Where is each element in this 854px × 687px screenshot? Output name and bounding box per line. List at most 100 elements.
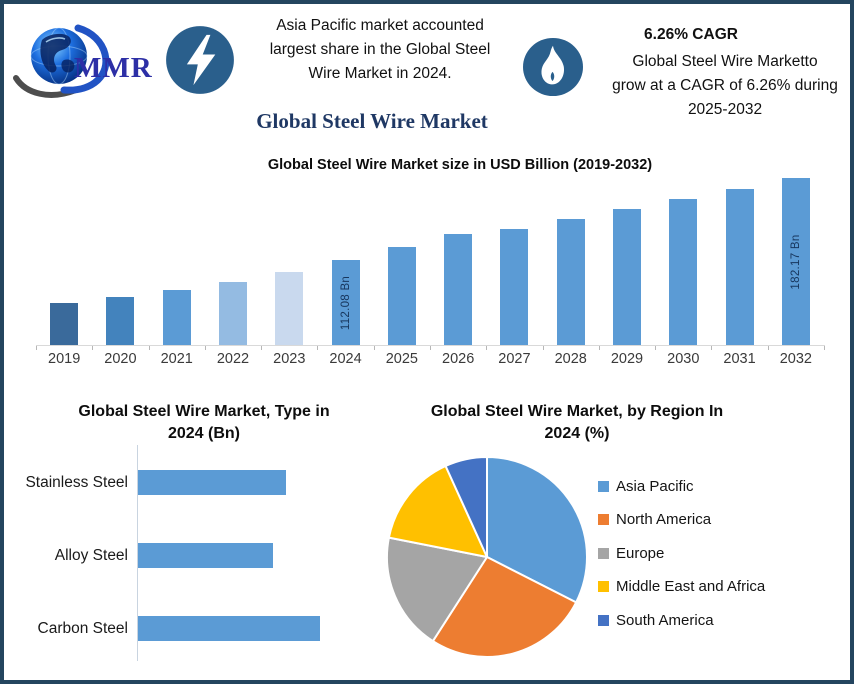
x-tick-label-2022: 2022: [216, 351, 250, 367]
x-tick-label-2025: 2025: [385, 351, 418, 367]
legend-swatch: [598, 514, 609, 525]
legend-item-europe: Europe: [598, 544, 665, 562]
bar-2019: [50, 303, 79, 345]
legend-swatch: [598, 614, 609, 626]
main-bar-chart: 112.08 Bn 182.17 Bn: [36, 175, 824, 345]
legend-item-middle-east-and-africa: Middle East and Africa: [598, 578, 766, 595]
legend-item-asia-pacific: Asia Pacific: [598, 477, 694, 495]
x-axis-tick: [373, 346, 375, 350]
x-axis-tick: [711, 346, 713, 350]
x-tick-label-2032: 2032: [779, 351, 812, 367]
highlight-right-line2: grow at a CAGR of 6.26% during: [612, 77, 838, 94]
legend-label: South America: [616, 611, 714, 629]
type-chart-title-line1: Global Steel Wire Market, Type in: [78, 403, 330, 420]
pie-slice-middle-east-and-africa: [387, 465, 488, 558]
x-tick-label-2029: 2029: [610, 351, 644, 367]
x-axis-tick: [655, 346, 657, 350]
x-tick-label-2028: 2028: [554, 351, 587, 367]
highlight-text-left: Asia Pacific market accounted largest sh…: [246, 14, 514, 86]
mmr-logo: MMR: [12, 16, 172, 100]
bar-2020: [106, 297, 135, 345]
x-tick-label-2024: 2024: [329, 351, 362, 367]
main-chart-title: Global Steel Wire Market size in USD Bil…: [267, 157, 653, 173]
bar-2027: [500, 229, 529, 345]
highlight-right-line3: 2025-2032: [687, 101, 763, 118]
legend-label: Europe: [616, 544, 665, 562]
x-tick-label-2019: 2019: [48, 351, 81, 367]
main-x-axis: [36, 345, 825, 351]
x-tick-label-2020: 2020: [104, 351, 137, 367]
region-chart-title-line1: Global Steel Wire Market, by Region In: [430, 403, 724, 420]
region-chart-title: Global Steel Wire Market, by Region In 2…: [410, 401, 744, 445]
globe-icon: [30, 27, 88, 85]
x-tick-label-2031: 2031: [723, 351, 756, 367]
main-x-axis-labels: 2019 2020 2021 2022 2023 2024 2025 2026 2027 2028…: [36, 351, 824, 371]
bar-2021: [162, 290, 191, 345]
x-axis-tick: [824, 346, 825, 350]
highlight-left-line1: Asia Pacific market accounted: [276, 17, 484, 34]
type-y-axis-line: [137, 445, 138, 661]
type-chart-title: Global Steel Wire Market, Type in 2024 (…: [0, 401, 408, 445]
x-axis-tick: [148, 346, 150, 350]
pie-slice-south-america: [444, 456, 488, 558]
x-axis-tick: [92, 346, 94, 350]
bar-2023: [275, 272, 304, 345]
pie-slice-north-america: [431, 556, 578, 658]
highlight-right-line1: Global Steel Wire Marketto: [632, 53, 818, 70]
bar-2022: [219, 282, 247, 345]
bar-2025: [387, 247, 416, 345]
flame-icon: [522, 37, 584, 97]
type-bar-stainless-steel: [138, 470, 286, 495]
legend-label: Middle East and Africa: [616, 578, 766, 595]
legend-item-south-america: South America: [598, 611, 714, 629]
bar-value-label-2024: 112.08 Bn: [339, 275, 352, 330]
x-tick-label-2026: 2026: [442, 351, 475, 367]
legend-swatch: [598, 581, 609, 592]
x-axis-tick: [486, 346, 488, 350]
type-label-stainless-steel: Stainless Steel: [25, 473, 128, 491]
type-bar-carbon-steel: [138, 616, 320, 641]
x-tick-label-2027: 2027: [498, 351, 531, 367]
pie-slice-europe: [386, 536, 488, 643]
logo-graphic: [13, 24, 110, 98]
x-axis-tick: [598, 346, 600, 350]
highlight-text-right: Global Steel Wire Marketto grow at a CAG…: [600, 50, 850, 122]
x-tick-label-2023: 2023: [273, 351, 306, 367]
legend-label: Asia Pacific: [616, 477, 694, 495]
type-bar-chart: Stainless Steel Alloy Steel Carbon Steel: [0, 440, 400, 670]
x-tick-label-2030: 2030: [667, 351, 700, 367]
region-chart-title-line2: 2024 (%): [544, 425, 610, 442]
logo-text: MMR: [74, 52, 153, 84]
x-axis-tick: [767, 346, 769, 350]
bar-2031: [725, 189, 754, 345]
bar-2029: [613, 209, 641, 345]
x-axis-tick: [317, 346, 319, 350]
highlight-left-line3: Wire Market in 2024.: [308, 65, 452, 82]
type-chart-title-line2: 2024 (Bn): [167, 425, 241, 442]
orbit-swoosh-blue: [60, 24, 110, 94]
bar-2024: 112.08 Bn: [331, 260, 360, 345]
region-pie-chart: [385, 455, 589, 659]
bar-2032: 182.17 Bn: [781, 178, 810, 345]
type-label-alloy-steel: Alloy Steel: [54, 546, 128, 564]
legend-swatch: [598, 547, 609, 559]
type-label-carbon-steel: Carbon Steel: [37, 619, 128, 637]
type-bar-alloy-steel: [138, 543, 273, 568]
legend-swatch: [598, 480, 609, 492]
x-axis-tick: [430, 346, 431, 350]
bar-2028: [556, 219, 585, 345]
axis-line: [36, 345, 825, 346]
page-title: Global Steel Wire Market: [256, 109, 488, 133]
x-axis-tick: [261, 346, 263, 350]
x-tick-label-2021: 2021: [160, 351, 193, 367]
bar-2026: [444, 234, 473, 345]
x-axis-tick: [204, 346, 206, 350]
cagr-headline: 6.26% CAGR: [644, 26, 738, 43]
x-axis-tick: [542, 346, 544, 350]
lightning-icon: [165, 22, 235, 98]
bar-value-label-2032: 182.17 Bn: [789, 233, 802, 290]
highlight-left-line2: largest share in the Global Steel: [269, 41, 491, 58]
bar-2030: [669, 199, 698, 345]
x-axis-tick: [36, 346, 37, 350]
